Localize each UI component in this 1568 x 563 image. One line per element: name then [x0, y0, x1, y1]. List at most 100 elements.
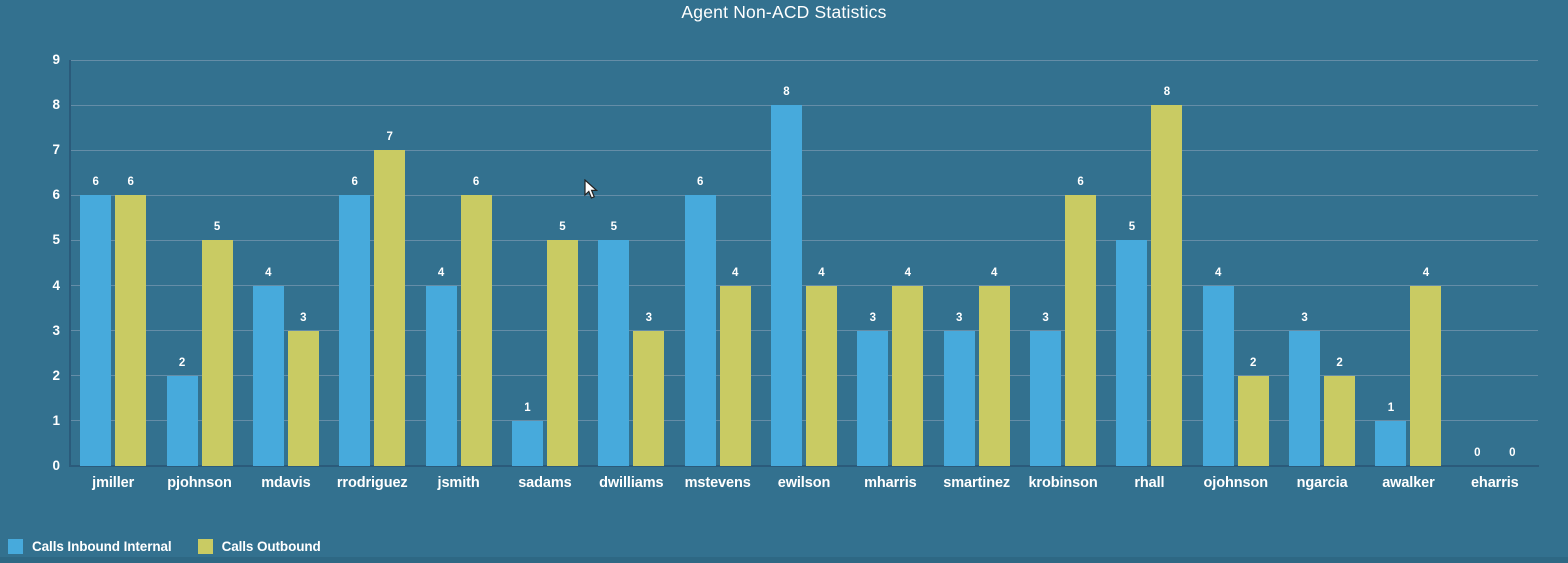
- bar-value-label: 4: [818, 266, 825, 279]
- gridline: [70, 285, 1538, 287]
- bar-value-label: 6: [127, 176, 134, 189]
- bar-calls-outbound[interactable]: [546, 240, 578, 466]
- x-axis-label: ojohnson: [1203, 475, 1269, 491]
- x-axis-label: awalker: [1382, 475, 1435, 491]
- bar-calls-outbound[interactable]: [374, 150, 406, 466]
- x-axis-label: ewilson: [777, 475, 831, 491]
- gridline: [70, 59, 1538, 61]
- y-axis-tick-label: 9: [52, 52, 60, 67]
- gridline: [70, 239, 1538, 241]
- bar-value-label: 1: [524, 401, 531, 414]
- bar-value-label: 4: [1422, 266, 1430, 279]
- bar-calls-inbound-internal[interactable]: [1116, 240, 1148, 466]
- bar-calls-inbound-internal[interactable]: [166, 375, 198, 466]
- bar-calls-inbound-internal[interactable]: [684, 195, 716, 466]
- bar-calls-inbound-internal[interactable]: [1289, 330, 1321, 466]
- bar-value-label: 6: [472, 176, 480, 189]
- bar-value-label: 3: [869, 311, 877, 324]
- bar-value-label: 4: [1215, 266, 1222, 279]
- bar-value-label: 3: [1301, 311, 1308, 324]
- bar-value-label: 5: [213, 221, 221, 234]
- bar-calls-outbound[interactable]: [1065, 195, 1097, 466]
- bar-calls-outbound[interactable]: [719, 285, 751, 466]
- bar-value-label: 2: [178, 356, 186, 369]
- bar-calls-outbound[interactable]: [1151, 105, 1183, 466]
- bar-calls-inbound-internal[interactable]: [771, 105, 802, 466]
- bar-calls-inbound-internal[interactable]: [943, 330, 975, 466]
- panel-bottom-edge: [0, 557, 1568, 563]
- bar-value-label: 0: [1474, 447, 1481, 459]
- bar-value-label: 6: [351, 176, 358, 189]
- x-axis-label: sadams: [518, 475, 572, 491]
- bar-value-label: 1: [1387, 401, 1395, 414]
- legend-label: Calls Inbound Internal: [32, 539, 172, 554]
- bar-value-label: 3: [956, 311, 963, 324]
- x-axis-label: eharris: [1470, 475, 1519, 491]
- bar-value-label: 6: [1077, 176, 1084, 189]
- y-axis-tick-label: 4: [52, 277, 60, 293]
- gridline: [70, 149, 1538, 151]
- bar-calls-inbound-internal[interactable]: [511, 420, 543, 466]
- gridline: [70, 375, 1538, 377]
- x-axis-label: smartinez: [943, 475, 1011, 491]
- bar-value-label: 4: [904, 266, 912, 279]
- gridline: [70, 104, 1538, 106]
- bar-calls-outbound[interactable]: [892, 285, 924, 466]
- bar-calls-inbound-internal[interactable]: [252, 285, 284, 466]
- bar-value-label: 2: [1250, 356, 1257, 369]
- bar-calls-inbound-internal[interactable]: [1202, 285, 1234, 466]
- bar-calls-outbound[interactable]: [806, 285, 837, 466]
- bar-value-label: 3: [645, 311, 652, 324]
- bar-calls-inbound-internal[interactable]: [1375, 420, 1407, 466]
- x-axis-label: mharris: [864, 475, 917, 491]
- x-axis-label: mstevens: [684, 475, 751, 491]
- bar-calls-outbound[interactable]: [460, 195, 492, 466]
- bar-calls-outbound[interactable]: [1410, 285, 1442, 466]
- x-axis-label: rhall: [1134, 475, 1165, 491]
- x-axis-label: rrodriguez: [336, 475, 408, 491]
- y-axis-tick-label: 5: [52, 232, 60, 248]
- x-axis-label: ngarcia: [1296, 475, 1348, 491]
- bar-value-label: 4: [731, 266, 739, 279]
- legend-item-calls-outbound[interactable]: Calls Outbound: [197, 539, 321, 554]
- bar-calls-outbound[interactable]: [201, 240, 233, 466]
- legend-label: Calls Outbound: [221, 539, 321, 554]
- legend-swatch-inbound-icon: [8, 539, 23, 554]
- bar-calls-inbound-internal[interactable]: [425, 285, 457, 466]
- x-axis-label: jmiller: [92, 475, 135, 491]
- x-axis-label: dwilliams: [599, 475, 664, 491]
- gridline: [70, 420, 1538, 422]
- bar-calls-inbound-internal[interactable]: [339, 195, 371, 466]
- bar-value-label: 2: [1336, 356, 1343, 369]
- y-axis-tick-label: 8: [52, 97, 60, 113]
- bar-value-label: 6: [92, 176, 99, 189]
- x-axis-line: [69, 465, 1539, 467]
- bar-calls-inbound-internal[interactable]: [857, 330, 889, 466]
- y-axis-tick-label: 6: [52, 187, 60, 203]
- bar-value-label: 8: [1163, 86, 1171, 99]
- x-axis-label: krobinson: [1028, 475, 1098, 491]
- legend-item-calls-inbound-internal[interactable]: Calls Inbound Internal: [8, 539, 172, 554]
- bar-calls-outbound[interactable]: [1324, 375, 1356, 466]
- y-axis-tick-label: 3: [52, 322, 60, 338]
- bar-value-label: 0: [1509, 447, 1516, 459]
- x-axis-label: pjohnson: [167, 475, 232, 491]
- bar-value-label: 4: [265, 266, 272, 279]
- bar-calls-outbound[interactable]: [633, 330, 665, 466]
- bar-value-label: 5: [1128, 221, 1136, 234]
- y-axis-tick-label: 7: [52, 142, 60, 158]
- bar-value-label: 7: [386, 131, 393, 144]
- bar-calls-outbound[interactable]: [115, 195, 147, 466]
- bar-value-label: 6: [696, 176, 704, 189]
- bar-calls-outbound[interactable]: [1237, 375, 1269, 466]
- gridline: [70, 330, 1538, 332]
- bar-calls-inbound-internal[interactable]: [80, 195, 112, 466]
- bar-calls-outbound[interactable]: [287, 330, 319, 466]
- bar-calls-inbound-internal[interactable]: [1030, 330, 1062, 466]
- bar-value-label: 4: [437, 266, 445, 279]
- bar-calls-outbound[interactable]: [978, 285, 1010, 466]
- legend: Calls Inbound Internal Calls Outbound: [8, 539, 321, 554]
- y-axis-tick-label: 2: [52, 367, 60, 383]
- bar-value-label: 3: [1042, 311, 1049, 324]
- bar-calls-inbound-internal[interactable]: [598, 240, 630, 466]
